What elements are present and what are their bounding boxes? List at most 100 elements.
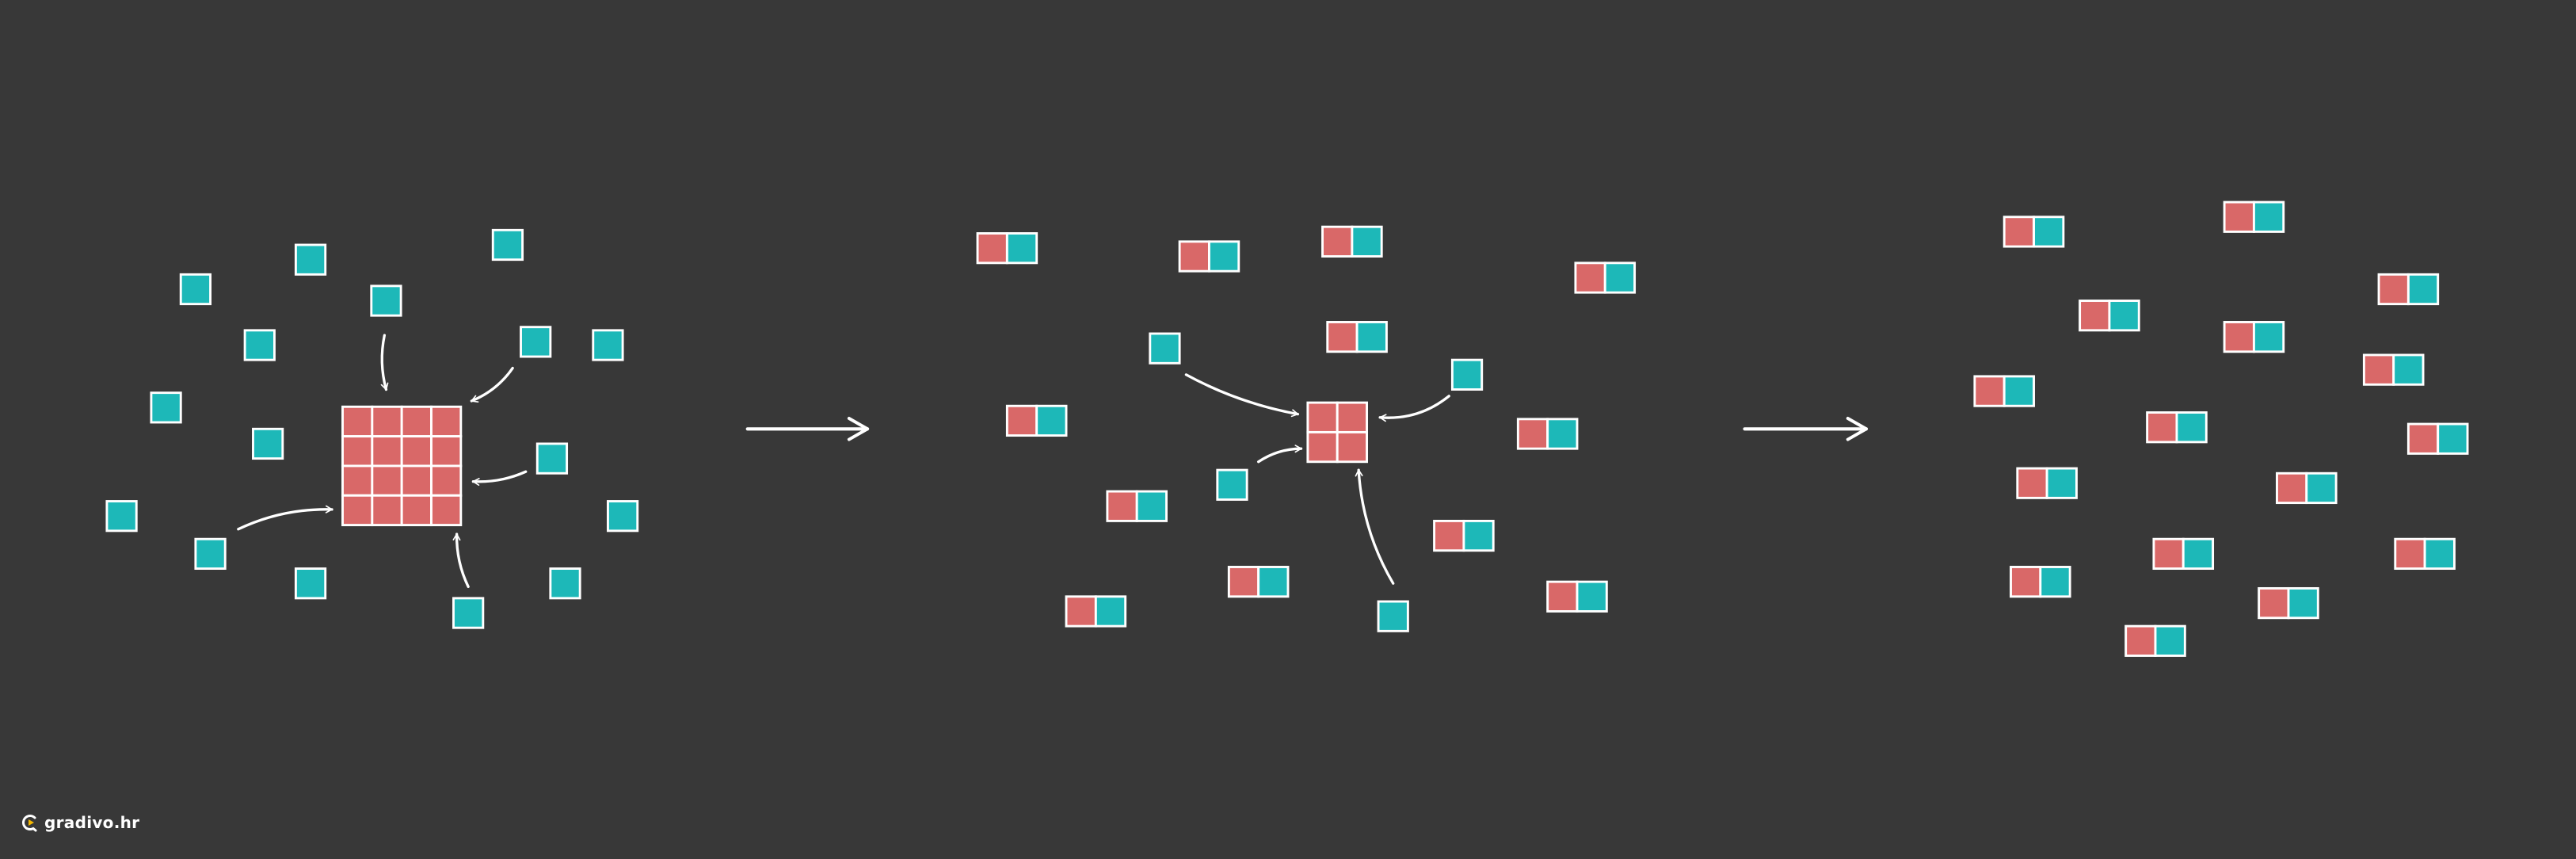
red-square xyxy=(1178,240,1210,273)
red-grid-cell xyxy=(371,464,403,497)
teal-square xyxy=(1576,580,1608,613)
teal-square xyxy=(2287,586,2319,620)
red-grid-cell xyxy=(341,494,374,527)
teal-square xyxy=(2423,537,2456,571)
teal-square xyxy=(2039,566,2071,598)
red-grid-cell xyxy=(371,435,403,468)
teal-square xyxy=(491,228,524,262)
curved-arrow xyxy=(237,505,333,531)
play-g-logo-icon xyxy=(22,815,37,832)
curved-arrow xyxy=(1355,468,1395,585)
teal-square xyxy=(179,273,212,306)
teal-square xyxy=(1257,566,1290,598)
red-square xyxy=(1321,225,1354,258)
teal-square xyxy=(1216,468,1248,501)
red-square xyxy=(2406,422,2440,455)
logo-text: gradivo.hr xyxy=(44,813,140,832)
red-square xyxy=(2223,321,2255,353)
teal-square xyxy=(1450,358,1484,391)
red-square xyxy=(1973,375,2006,407)
teal-square xyxy=(1546,418,1579,450)
red-grid-cell xyxy=(1306,401,1339,433)
teal-square xyxy=(2406,273,2440,306)
red-grid-cell xyxy=(371,405,403,438)
red-square xyxy=(976,232,1008,265)
red-grid-cell xyxy=(430,405,463,438)
curved-arrow xyxy=(1184,373,1300,418)
red-square xyxy=(2124,624,2157,657)
curved-arrow xyxy=(380,334,389,391)
red-grid-cell xyxy=(400,405,433,438)
red-grid-cell xyxy=(371,494,403,527)
teal-square xyxy=(1149,332,1181,365)
teal-square xyxy=(1005,232,1038,265)
teal-square xyxy=(2392,353,2425,386)
red-grid-cell xyxy=(1336,430,1368,464)
red-grid-cell xyxy=(400,435,433,468)
teal-square xyxy=(1355,321,1388,353)
red-square xyxy=(1065,595,1097,628)
red-grid-cell xyxy=(341,464,374,497)
red-square xyxy=(1326,321,1358,353)
red-grid-cell xyxy=(430,435,463,468)
teal-square xyxy=(2154,624,2186,657)
teal-square xyxy=(294,567,327,600)
teal-square xyxy=(370,284,402,317)
teal-square xyxy=(2252,200,2285,233)
teal-square xyxy=(2175,411,2208,444)
red-square xyxy=(1546,580,1579,613)
red-square xyxy=(2223,200,2255,233)
teal-square xyxy=(1462,519,1495,552)
red-square xyxy=(1574,262,1606,294)
red-square xyxy=(2152,537,2185,571)
red-square xyxy=(2010,566,2042,598)
teal-square xyxy=(535,442,569,475)
teal-square xyxy=(2252,321,2285,353)
teal-square xyxy=(2108,300,2140,332)
teal-square xyxy=(2182,537,2215,571)
red-square xyxy=(2394,537,2426,571)
red-square xyxy=(1227,566,1260,598)
red-grid-cell xyxy=(430,494,463,527)
teal-square xyxy=(1351,225,1383,258)
red-grid-cell xyxy=(430,464,463,497)
red-grid-cell xyxy=(400,494,433,527)
curved-arrow xyxy=(1257,445,1303,464)
red-square xyxy=(1106,490,1138,522)
teal-square xyxy=(1208,240,1240,273)
red-grid-cell xyxy=(1306,430,1339,464)
teal-square xyxy=(243,329,276,361)
teal-square xyxy=(294,243,327,276)
red-square xyxy=(2002,216,2035,248)
teal-square xyxy=(1603,262,1637,294)
red-square xyxy=(1433,519,1465,552)
teal-square xyxy=(194,537,227,571)
teal-square xyxy=(549,567,581,600)
red-grid-cell xyxy=(341,435,374,468)
teal-square xyxy=(1094,595,1127,628)
teal-square xyxy=(150,391,182,424)
teal-square xyxy=(1035,404,1068,437)
red-square xyxy=(2146,411,2178,444)
red-grid-cell xyxy=(400,464,433,497)
red-square xyxy=(2079,300,2111,332)
teal-square xyxy=(2045,467,2078,499)
curved-arrow xyxy=(452,533,470,589)
red-grid-cell xyxy=(341,405,374,438)
curved-arrow xyxy=(1378,395,1450,422)
curved-arrow xyxy=(471,470,528,486)
red-square xyxy=(2276,471,2308,505)
red-square xyxy=(1005,404,1038,437)
teal-square xyxy=(1135,490,1168,522)
teal-square xyxy=(1377,600,1409,632)
red-grid-cell xyxy=(1336,401,1368,433)
red-square xyxy=(2362,353,2395,386)
red-square xyxy=(2258,586,2290,620)
teal-square xyxy=(252,427,284,460)
teal-square xyxy=(520,326,552,358)
red-square xyxy=(1516,418,1549,450)
logo[interactable]: gradivo.hr xyxy=(21,813,139,832)
red-square xyxy=(2016,467,2048,499)
teal-square xyxy=(452,597,485,629)
